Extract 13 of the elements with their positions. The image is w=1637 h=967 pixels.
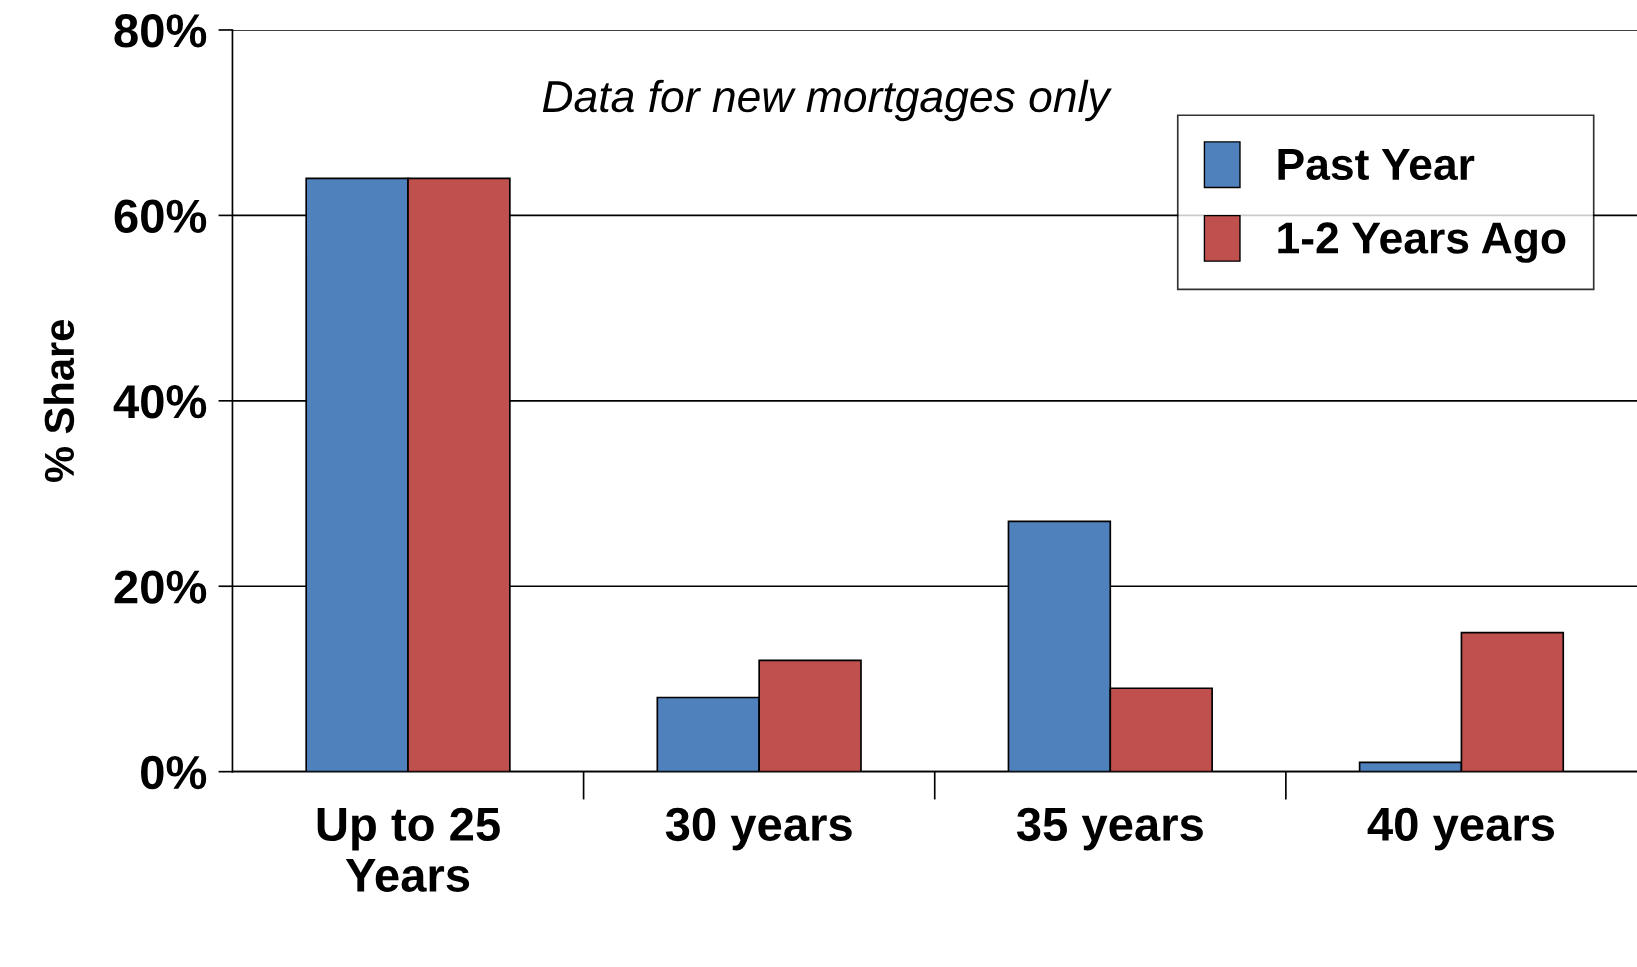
y-tick-label: 20% <box>114 570 207 604</box>
legend-label: Past Year <box>1278 149 1475 181</box>
y-tick-label: 80% <box>114 14 207 48</box>
x-tick-label: 30 years <box>665 807 852 851</box>
y-axis-title: % Share <box>43 320 75 482</box>
x-tick-label: Up to 25 Years <box>317 807 500 892</box>
x-tick-label: 40 years <box>1367 807 1555 851</box>
annotation: Data for new mortgages only <box>542 79 1112 122</box>
x-tick-label: 35 years <box>1016 807 1203 851</box>
y-tick-label: 40% <box>113 384 207 419</box>
y-tick-label: 0% <box>141 755 207 790</box>
legend-label: 1-2 Years Ago <box>1278 222 1566 263</box>
y-tick-label: 60% <box>114 199 207 233</box>
